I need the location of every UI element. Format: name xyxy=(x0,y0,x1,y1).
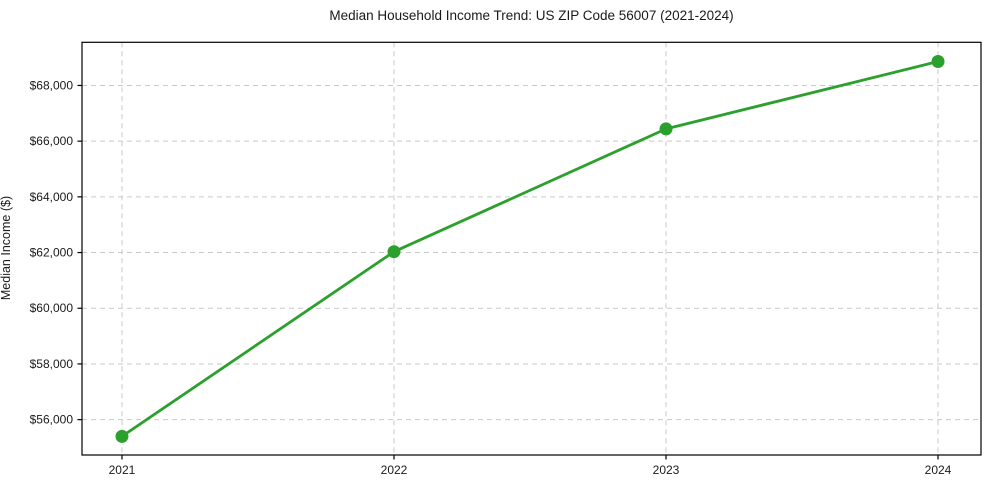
y-tick-label: $68,000 xyxy=(30,78,74,92)
y-tick-label: $64,000 xyxy=(30,190,74,204)
y-tick-label: $62,000 xyxy=(30,246,74,260)
y-tick-label: $58,000 xyxy=(30,357,74,371)
y-tick-label: $56,000 xyxy=(30,413,74,427)
data-point-2023 xyxy=(659,122,673,136)
x-tick-label: 2022 xyxy=(381,463,408,477)
data-point-2021 xyxy=(115,429,129,443)
x-tick-label: 2024 xyxy=(925,463,952,477)
x-tick-label: 2021 xyxy=(109,463,136,477)
chart-title: Median Household Income Trend: US ZIP Co… xyxy=(329,8,734,23)
x-tick-label: 2023 xyxy=(653,463,680,477)
axes-box xyxy=(81,41,982,456)
data-point-2024 xyxy=(931,55,945,69)
y-tick-label: $60,000 xyxy=(30,301,74,315)
income-trend-line xyxy=(120,60,940,438)
y-tick-label: $66,000 xyxy=(30,134,74,148)
data-point-2022 xyxy=(387,245,401,259)
